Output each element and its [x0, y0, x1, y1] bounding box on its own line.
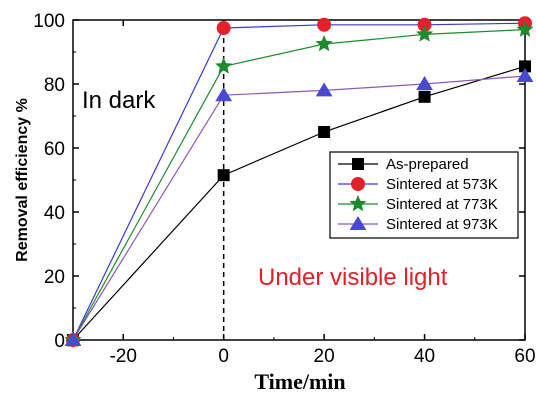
series-markers: [64, 16, 534, 348]
axes: 0 20 40 60 80 100 -20 0 20 40 60: [33, 11, 535, 367]
data-point-s0-3: [418, 90, 431, 103]
y-tick-label: 40: [44, 203, 65, 224]
annotation-in-dark: In dark: [82, 87, 156, 114]
legend-marker-1: [351, 177, 365, 191]
data-point-s2-2: [315, 35, 333, 52]
data-point-s0-2: [318, 126, 331, 138]
legend-label-2: Sintered at 773K: [386, 196, 498, 213]
legend: As-prepared Sintered at 573K Sintered at 7…: [329, 151, 519, 239]
y-tick-label: 80: [44, 75, 65, 96]
legend-marker-3: [349, 216, 367, 230]
x-tick-label: 0: [218, 346, 229, 367]
data-point-s3-1: [215, 87, 233, 102]
x-tick-label: 40: [414, 346, 435, 367]
y-axis-label: Removal efficiency %: [14, 98, 31, 262]
data-point-s2-4: [516, 20, 534, 37]
y-tick-label: 20: [44, 267, 65, 288]
legend-label-0: As-prepared: [386, 156, 469, 173]
annotation-under-visible-light: Under visible light: [258, 264, 448, 291]
legend-label-3: Sintered at 973K: [386, 216, 498, 233]
x-tick-label: -20: [109, 346, 136, 367]
data-point-s1-3: [417, 17, 432, 32]
x-tick-label: 20: [314, 346, 335, 367]
data-point-s2-3: [416, 25, 434, 42]
data-point-s0-1: [217, 169, 230, 182]
data-point-s3-4: [516, 68, 534, 82]
y-tick-label: 0: [54, 331, 65, 352]
legend-label-1: Sintered at 573K: [386, 176, 498, 193]
x-tick-label: 60: [514, 346, 535, 367]
legend-marker-2: [349, 195, 367, 212]
data-point-s3-0: [64, 332, 82, 346]
y-tick-label: 100: [33, 11, 65, 32]
data-point-s1-2: [317, 17, 332, 32]
x-axis-label: Time/min: [254, 369, 345, 394]
data-point-s3-3: [416, 76, 433, 90]
legend-marker-0: [352, 158, 364, 170]
data-point-s0-4: [519, 60, 531, 73]
y-tick-label: 60: [44, 139, 65, 160]
data-point-s2-1: [215, 57, 233, 74]
data-point-s1-1: [216, 21, 231, 35]
data-point-s3-2: [315, 82, 333, 97]
